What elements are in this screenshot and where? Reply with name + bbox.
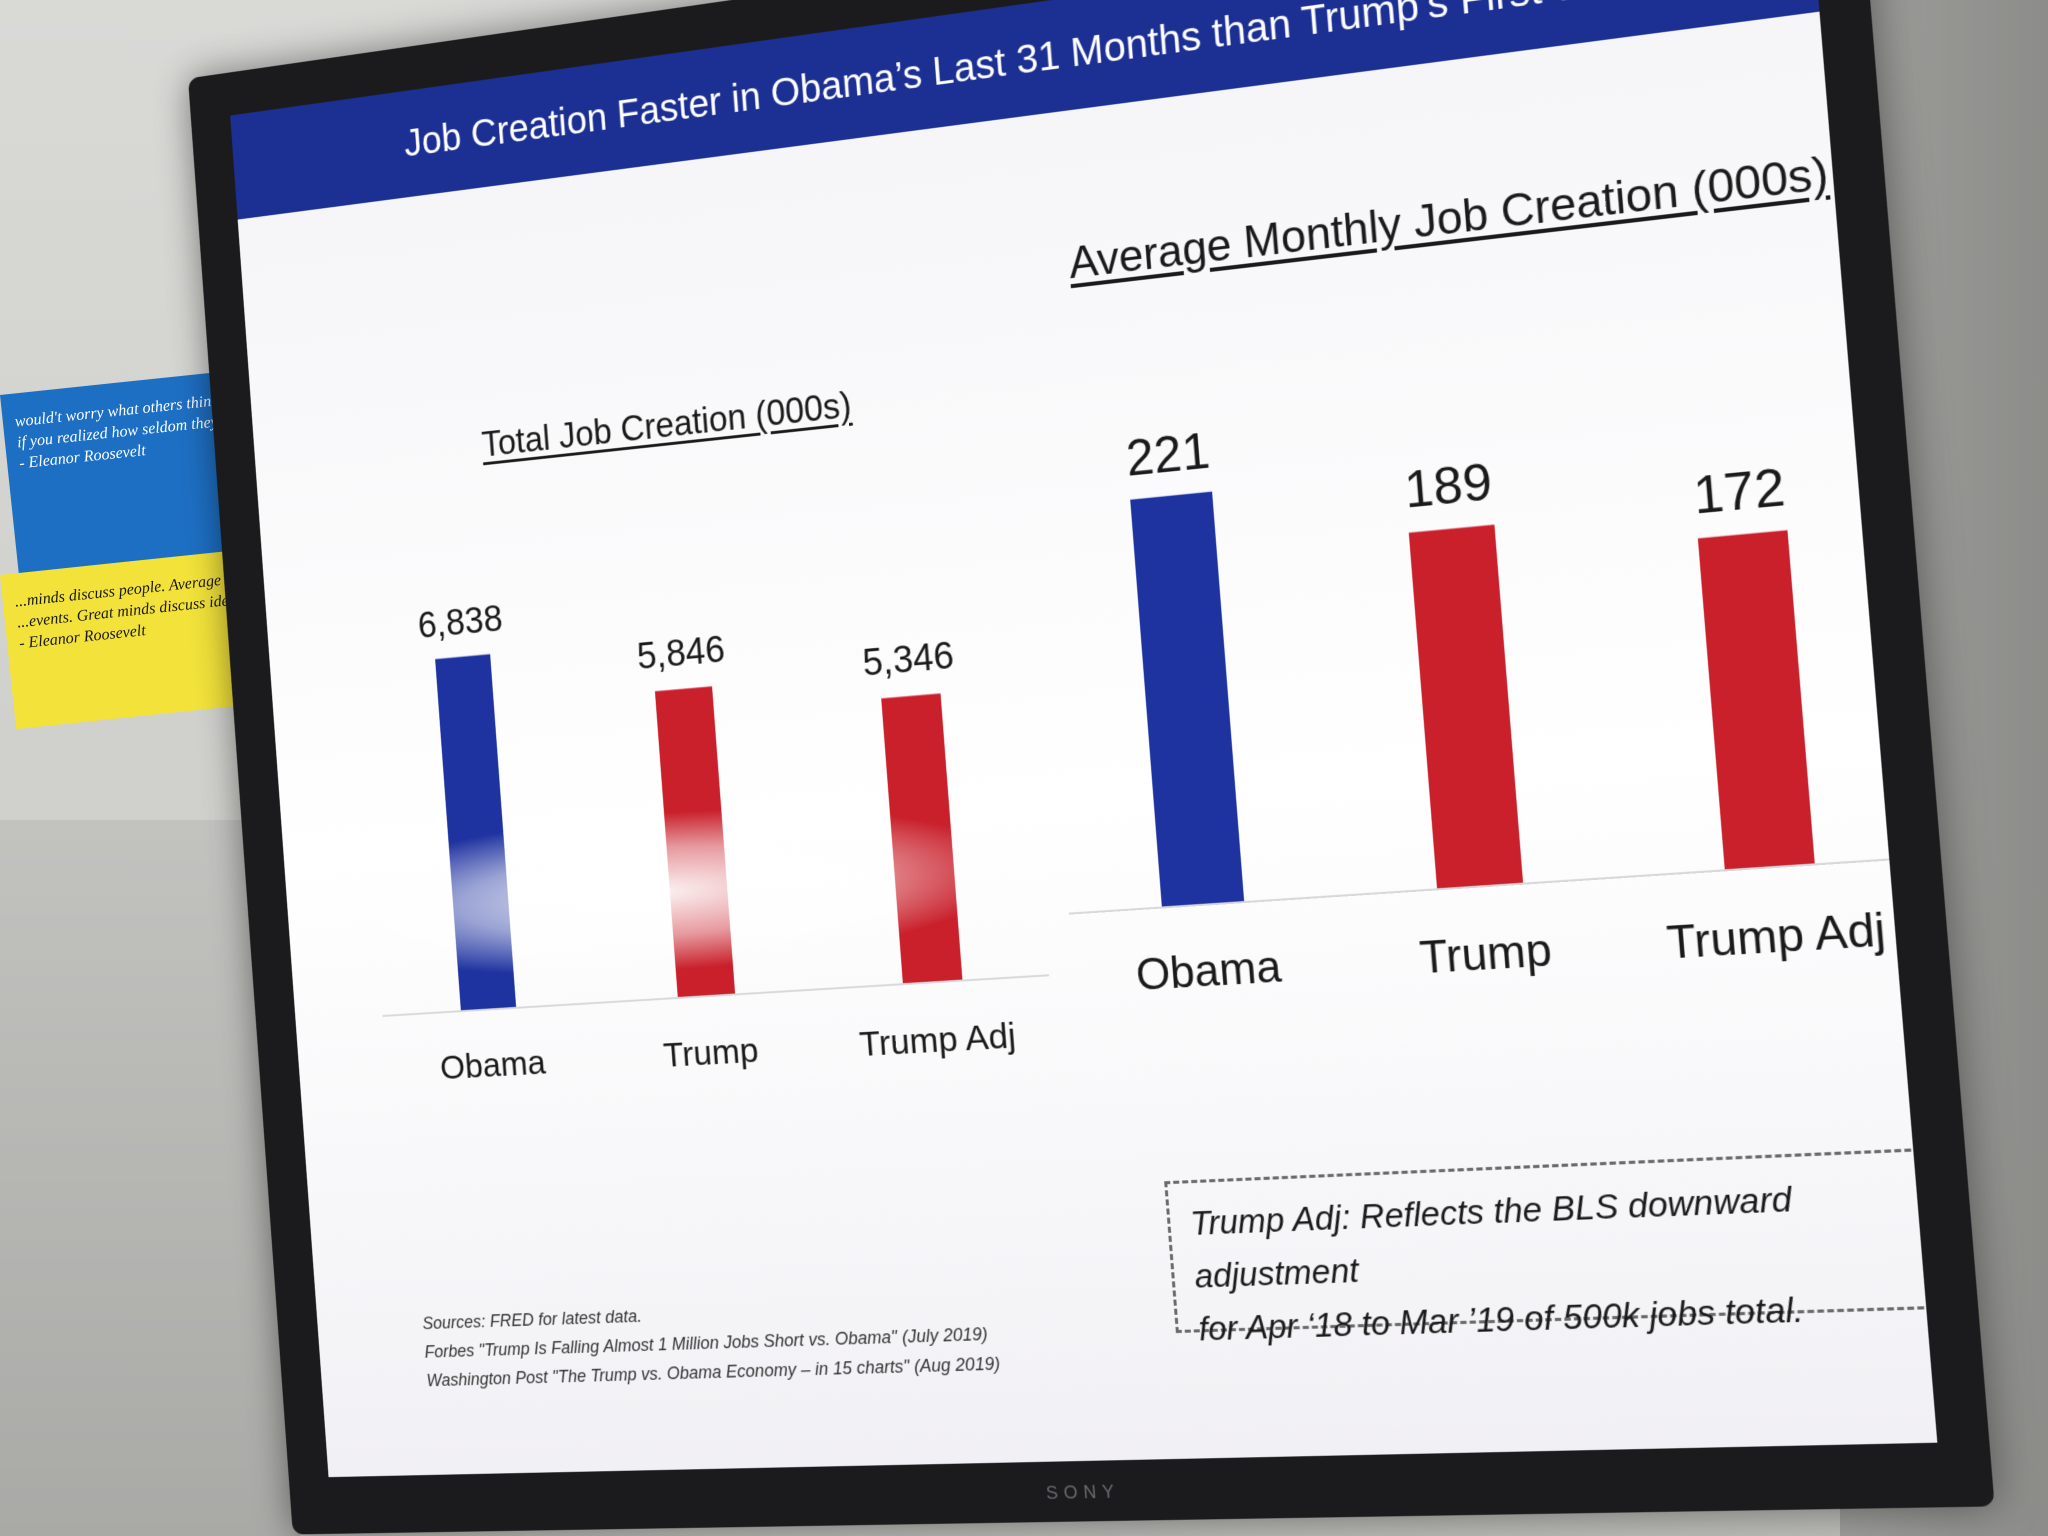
- category-label: Trump: [1418, 924, 1554, 983]
- slide-screen: Job Creation Faster in Obama’s Last 31 M…: [230, 0, 1937, 1477]
- bar-trump: [655, 686, 735, 998]
- sources: Sources: FRED for latest data. Forbes "T…: [421, 1286, 1079, 1395]
- value-label: 5,846: [636, 628, 727, 677]
- category-label: Trump Adj: [858, 1016, 1017, 1064]
- value-label: 221: [1124, 423, 1212, 487]
- tv-monitor: Job Creation Faster in Obama’s Last 31 M…: [188, 0, 1995, 1534]
- monthly-job-creation-chart: 221 Obama 189 Trump 172 Trump Adj: [1009, 224, 1937, 1025]
- value-label: 189: [1402, 454, 1494, 520]
- category-label: Obama: [439, 1043, 548, 1087]
- category-label: Trump: [662, 1031, 760, 1075]
- category-label: Obama: [1134, 941, 1283, 1000]
- value-label: 6,838: [416, 597, 503, 646]
- quote-poster-yellow: ...minds discuss people. Average minds .…: [0, 551, 245, 729]
- bar-trump-adj: [881, 693, 962, 984]
- category-label: Trump Adj: [1665, 903, 1888, 968]
- total-job-creation-chart: 6,838 Obama 5,846 Trump 5,346 Trump Adj: [329, 445, 1076, 1102]
- value-label: 172: [1691, 458, 1787, 525]
- value-label: 5,346: [861, 634, 955, 684]
- slide-title: Job Creation Faster in Obama’s Last 31 M…: [403, 0, 1603, 166]
- bar-trump: [1409, 525, 1523, 890]
- bar-obama: [1130, 492, 1244, 908]
- trump-adj-note: Trump Adj: Reflects the BLS downward adj…: [1164, 1146, 1937, 1333]
- bar-trump-adj: [1698, 530, 1815, 870]
- bar-obama: [435, 654, 516, 1011]
